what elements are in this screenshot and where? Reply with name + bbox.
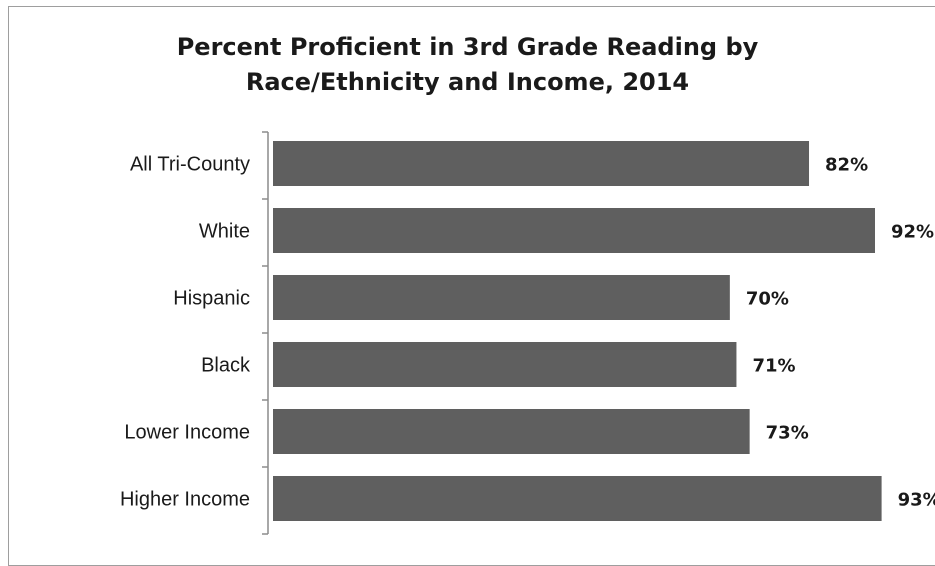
category-label: White	[199, 221, 250, 243]
category-label: Black	[201, 355, 251, 377]
data-label: 93%	[898, 490, 935, 511]
bar	[273, 342, 737, 387]
chart-title: Percent Proficient in 3rd Grade Reading …	[0, 30, 935, 100]
data-label: 73%	[766, 423, 809, 444]
chart-title-line-2: Race/Ethnicity and Income, 2014	[245, 68, 690, 96]
data-label: 82%	[825, 155, 868, 176]
bar-chart: All Tri-County 82% White 92% Hispanic 70% Blac…	[120, 131, 935, 535]
category-label: Lower Income	[124, 422, 250, 444]
data-label: 70%	[746, 289, 789, 310]
chart-title-line-1: Percent Proficient in 3rd Grade Reading …	[176, 33, 759, 61]
data-label: 71%	[752, 356, 795, 377]
category-label: Higher Income	[120, 489, 250, 511]
bar	[273, 476, 882, 521]
category-label: All Tri-County	[130, 154, 250, 176]
data-label: 92%	[891, 222, 934, 243]
bar	[273, 409, 750, 454]
bar	[273, 141, 810, 186]
bar	[273, 275, 730, 320]
bar	[273, 208, 875, 253]
category-label: Hispanic	[173, 288, 250, 310]
